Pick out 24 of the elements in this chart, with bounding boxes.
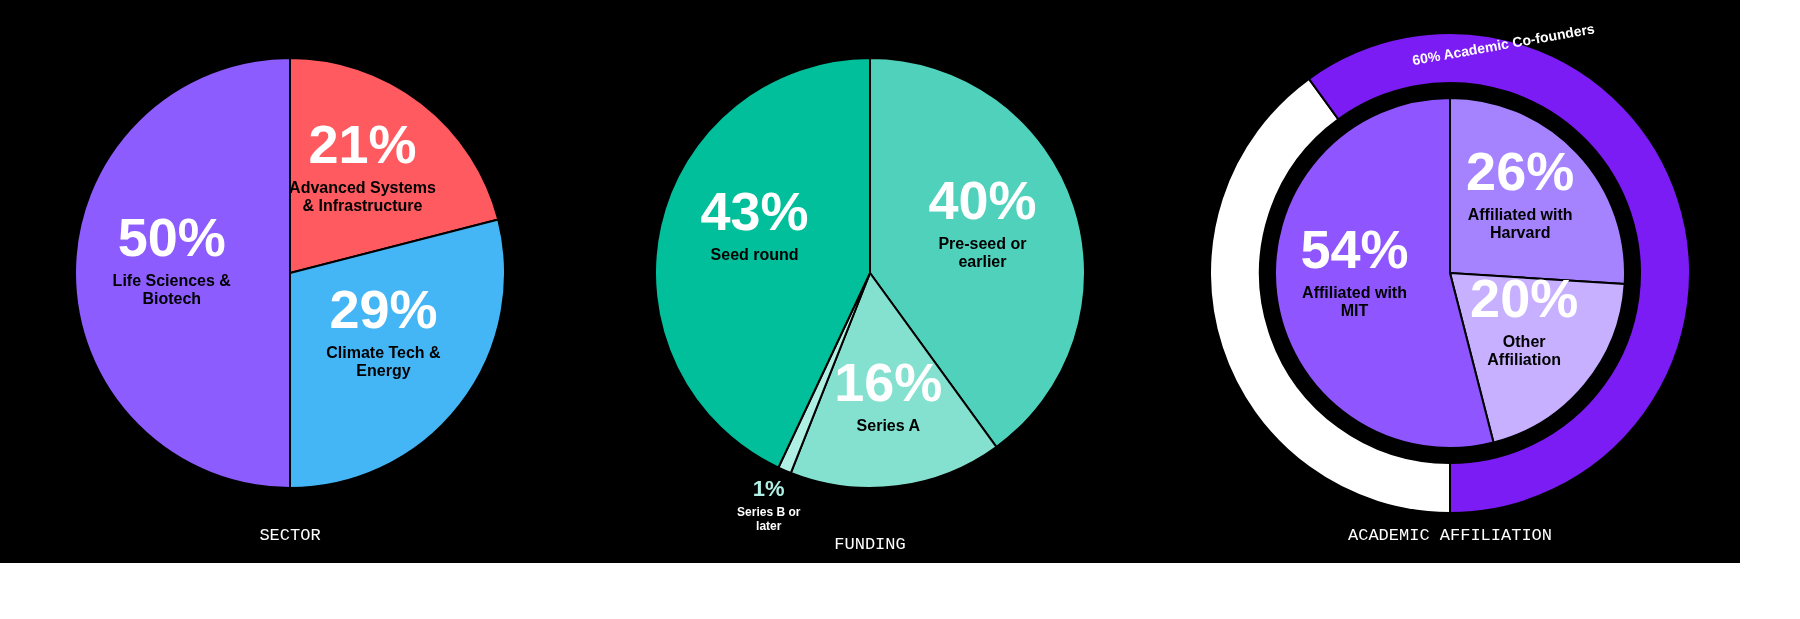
- text: FUNDING: [834, 535, 906, 555]
- slice-label: Advanced Systems & Infrastructure: [289, 178, 436, 214]
- data-label: 1%: [752, 476, 785, 502]
- text: 54%: [1300, 219, 1409, 280]
- slice-label: Series B or later: [737, 505, 801, 534]
- slice-label: Life Sciences & Biotech: [112, 272, 232, 307]
- slice-label: Pre-seed or earlier: [938, 235, 1027, 271]
- text: 20%: [1470, 268, 1579, 329]
- data-label: 43%: [700, 181, 809, 242]
- text: 26%: [1466, 141, 1575, 202]
- slice-label: Series A: [856, 417, 921, 435]
- data-label: 21%: [308, 113, 417, 174]
- text: SECTOR: [259, 526, 321, 545]
- slice-label: Seed round: [710, 246, 799, 264]
- data-label: 16%: [834, 352, 943, 413]
- text: ACADEMIC AFFILIATION: [1347, 526, 1553, 545]
- data-label: 40%: [928, 170, 1037, 231]
- slice-label: Climate Tech & Energy: [326, 344, 442, 380]
- data-label: 50%: [117, 207, 226, 267]
- data-label: 29%: [329, 279, 438, 340]
- slice-label: Other Affiliation: [1487, 333, 1562, 369]
- text: 60% Academic Co-founders: [1411, 20, 1596, 69]
- slice-label: Affiliated with Harvard: [1467, 206, 1573, 242]
- slice-label: Affiliated with MIT: [1302, 284, 1407, 320]
